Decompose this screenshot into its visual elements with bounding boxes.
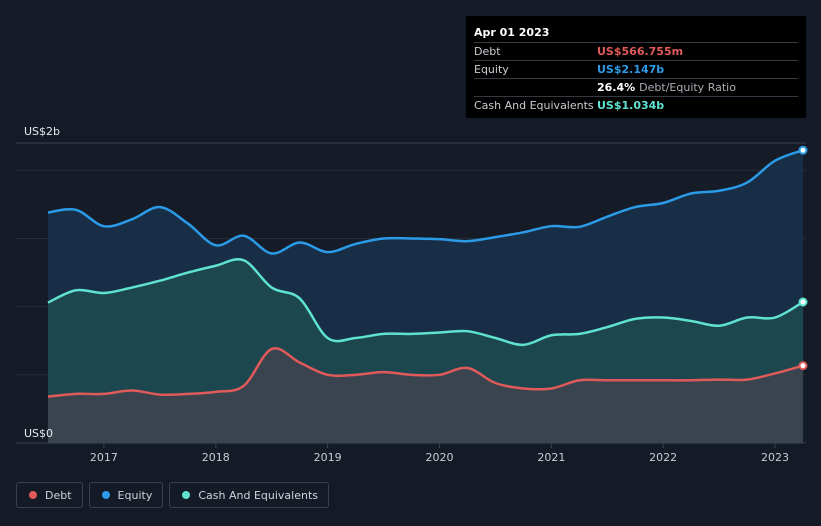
tooltip-row-cash: Cash And Equivalents US$1.034b	[474, 96, 798, 114]
y-tick-label: US$0	[24, 427, 53, 440]
series-end-markers	[798, 145, 808, 371]
debt-line	[47, 346, 804, 398]
chart-areas	[48, 150, 803, 443]
tooltip-panel: Apr 01 2023 Debt US$566.755m Equity US$2…	[466, 16, 806, 118]
tooltip-row-debt: Debt US$566.755m	[474, 42, 798, 60]
x-tick-label: 2018	[202, 451, 230, 464]
tooltip-label	[474, 79, 597, 96]
legend-label: Debt	[45, 488, 72, 502]
x-tick-label: 2019	[314, 451, 342, 464]
legend: Debt Equity Cash And Equivalents	[16, 482, 329, 508]
legend-item-cash[interactable]: Cash And Equivalents	[169, 482, 329, 508]
legend-item-debt[interactable]: Debt	[16, 482, 83, 508]
equity-dot-icon	[101, 491, 110, 499]
legend-item-equity[interactable]: Equity	[88, 482, 164, 508]
tooltip-label: Debt	[474, 45, 501, 58]
cash-and-equivalents-end-marker	[798, 297, 808, 307]
tooltip-row-ratio: 26.4% Debt/Equity Ratio	[474, 78, 798, 96]
tooltip-value-ratio: 26.4%	[597, 81, 636, 94]
tooltip-label: Equity	[474, 63, 509, 76]
y-axis-labels: US$2b US$0	[24, 125, 60, 440]
chart-lines	[47, 149, 804, 398]
debt-end-marker	[798, 361, 808, 371]
x-axis-ticks: 2017 2018 2019 2020 2021 2022 2023	[90, 443, 789, 464]
equity-end-marker	[798, 145, 808, 155]
x-tick-label: 2023	[761, 451, 789, 464]
tooltip-ratio-label: Debt/Equity Ratio	[639, 81, 736, 94]
x-tick-label: 2017	[90, 451, 118, 464]
tooltip-row-equity: Equity US$2.147b	[474, 60, 798, 78]
x-tick-label: 2020	[425, 451, 453, 464]
y-tick-label: US$2b	[24, 125, 60, 138]
tooltip-value-cash: US$1.034b	[597, 99, 665, 112]
debt-area	[48, 348, 803, 443]
x-tick-label: 2021	[537, 451, 565, 464]
tooltip-value-equity: US$2.147b	[597, 63, 665, 76]
tooltip-value-debt: US$566.755m	[597, 45, 684, 58]
tooltip-date: Apr 01 2023	[474, 26, 550, 39]
tooltip-label: Cash And Equivalents	[474, 99, 594, 112]
equity-line	[47, 149, 804, 255]
legend-label: Cash And Equivalents	[198, 488, 318, 502]
legend-label: Equity	[117, 488, 153, 502]
x-tick-label: 2022	[649, 451, 677, 464]
cash-dot-icon	[182, 491, 191, 499]
cash-and-equivalents-line	[47, 258, 804, 347]
debt-dot-icon	[29, 491, 37, 499]
